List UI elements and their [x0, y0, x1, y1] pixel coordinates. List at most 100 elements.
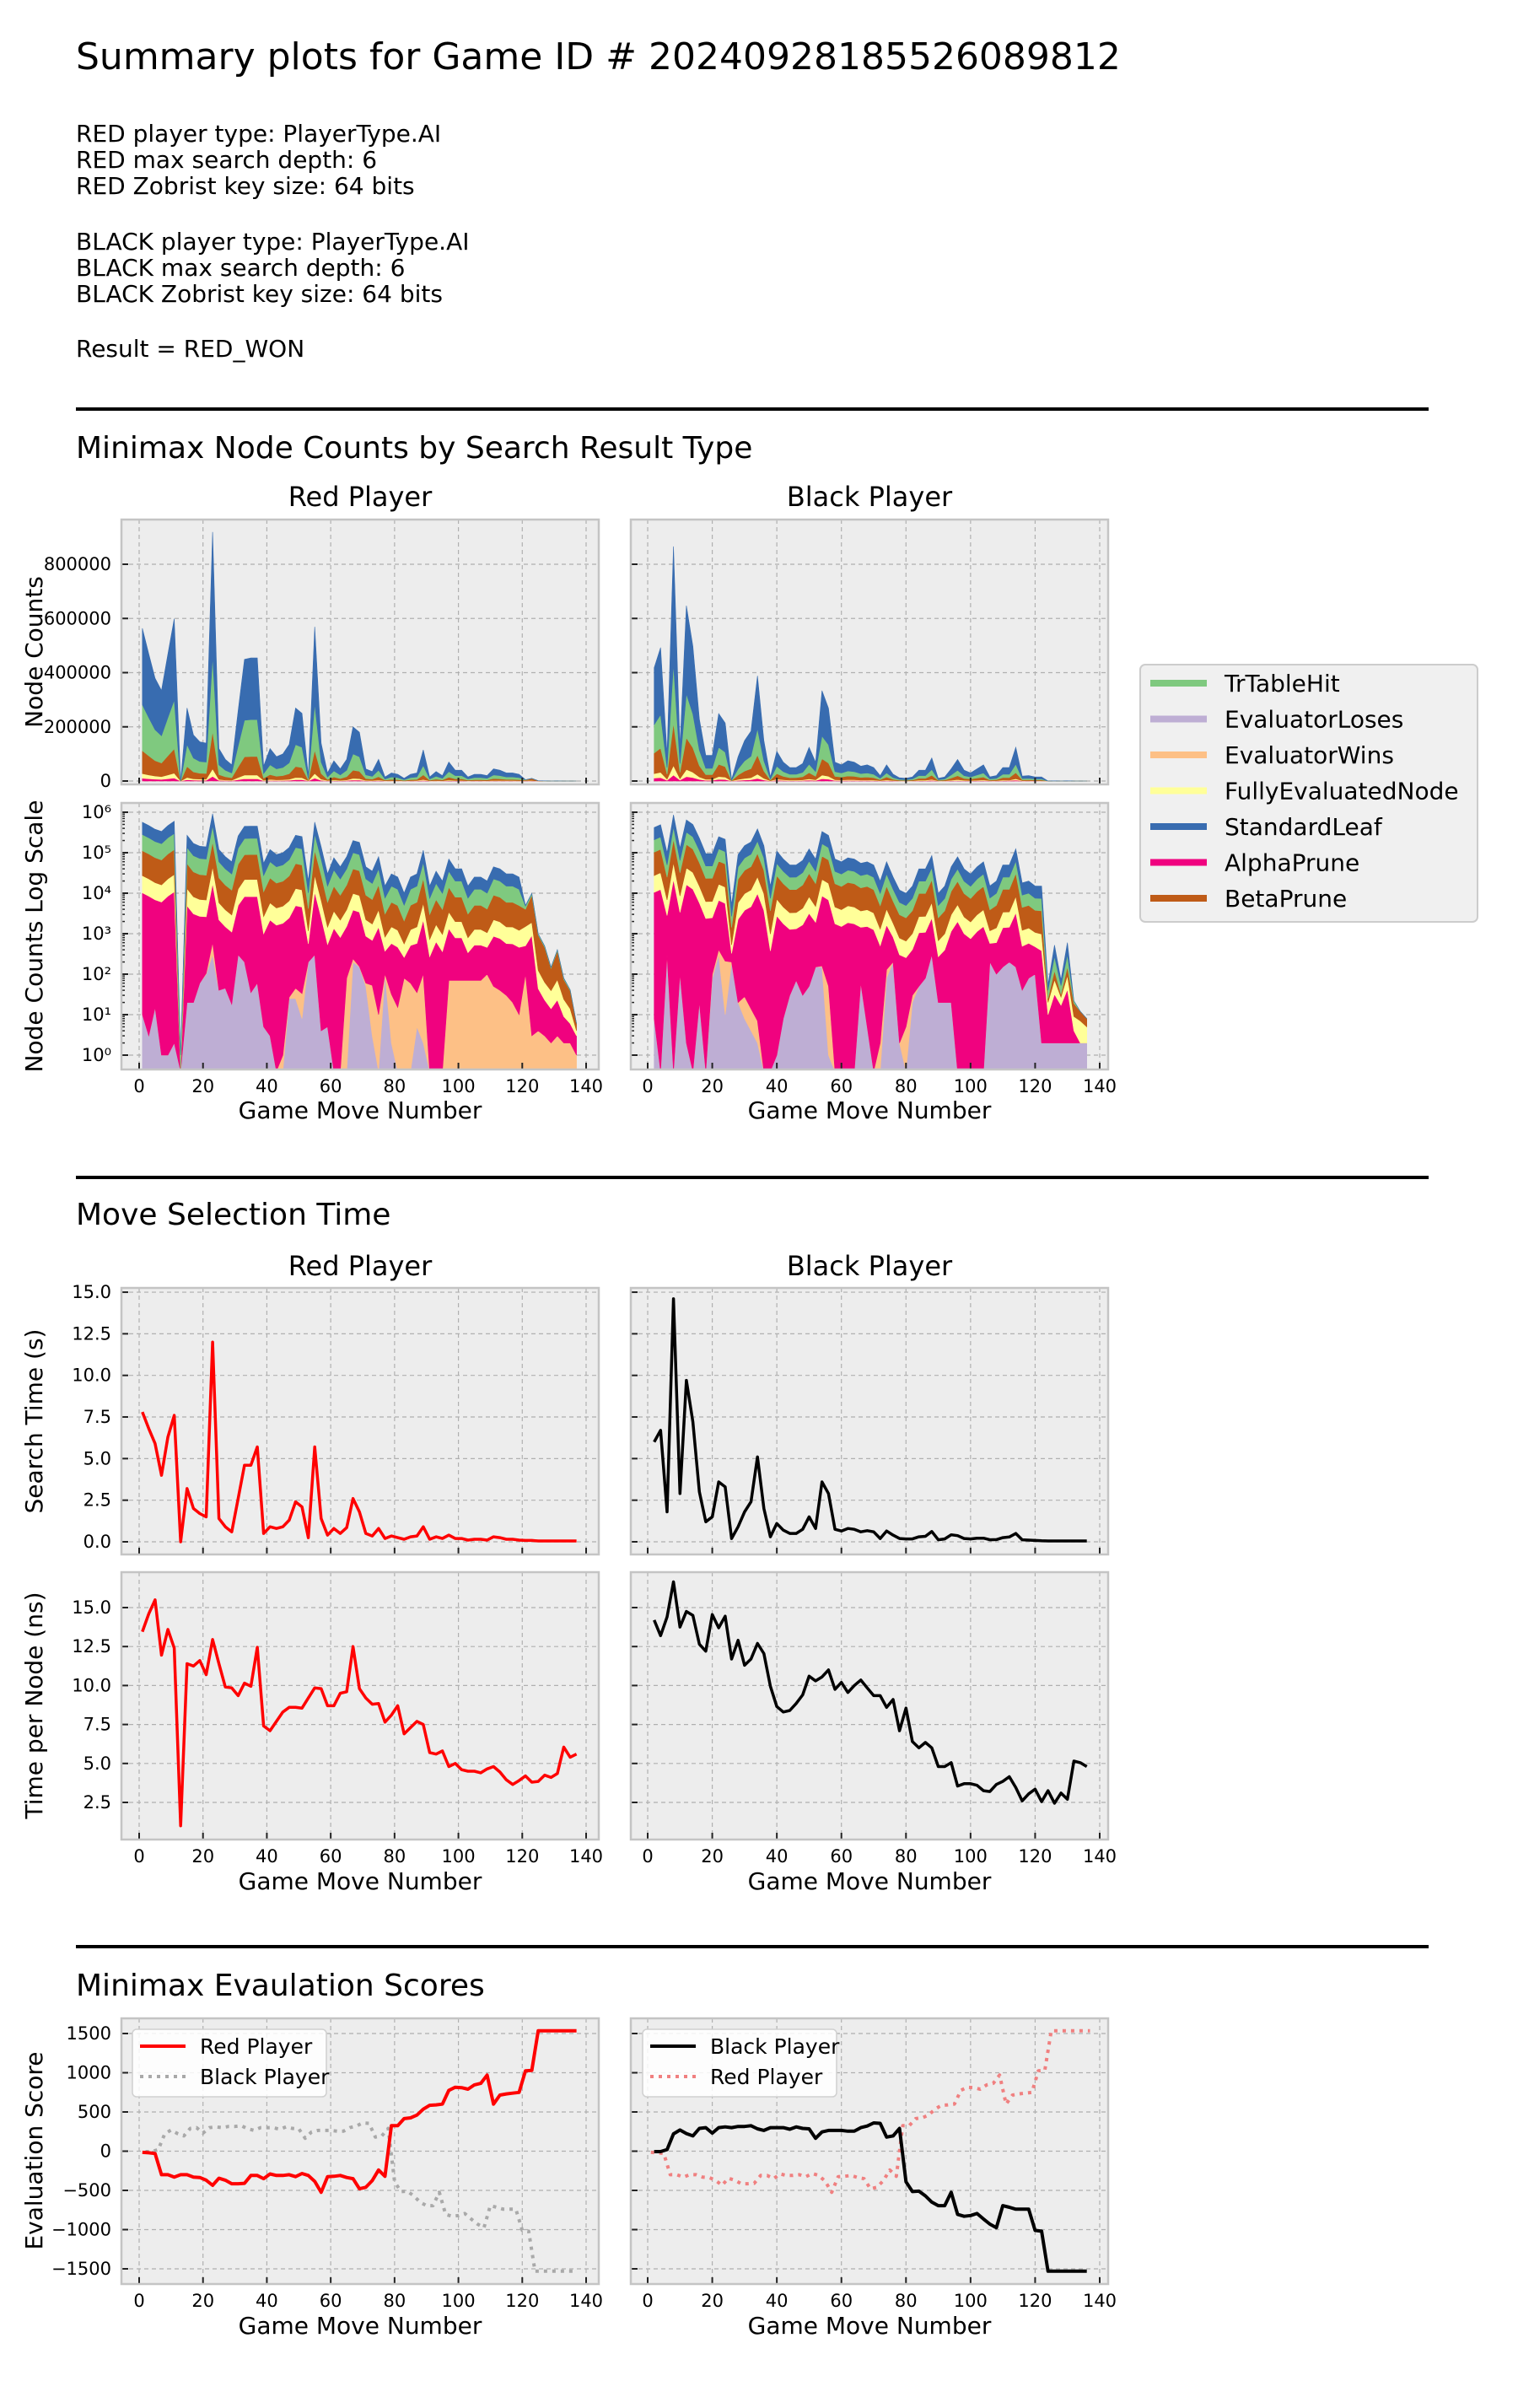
legend-label: AlphaPrune — [1225, 849, 1359, 877]
x-tick-label: 20 — [701, 1846, 724, 1867]
x-tick-label: 120 — [1018, 1076, 1052, 1096]
x-tick-label: 120 — [505, 1846, 539, 1867]
legend-label: Black Player — [710, 2034, 840, 2059]
search-time-black — [631, 1288, 1108, 1554]
eval-legend: Black Player Red Player — [643, 2029, 840, 2097]
x-tick-label: 20 — [701, 2291, 724, 2311]
y-tick-label: 10⁶ — [82, 802, 111, 822]
black-max-depth: BLACK max search depth: 6 — [76, 254, 405, 282]
x-tick-label: 0 — [642, 2291, 653, 2311]
y-tick-label: 15.0 — [72, 1597, 111, 1618]
section-title-eval: Minimax Evaulation Scores — [76, 1969, 485, 2003]
x-axis-label-red-nodes: Game Move Number — [239, 1096, 482, 1124]
y-tick-label: 1500 — [67, 2023, 111, 2044]
y-tick-label: 10² — [82, 964, 111, 984]
x-tick-label: 120 — [1018, 2291, 1052, 2311]
y-tick-label: 5.0 — [83, 1753, 111, 1774]
legend-label: Red Player — [710, 2065, 823, 2089]
x-tick-label: 40 — [766, 1076, 789, 1096]
section-divider — [76, 1945, 1429, 1948]
y-axis-label-node-counts-log: Node Counts Log Scale — [20, 800, 48, 1073]
x-tick-label: 140 — [1083, 2291, 1117, 2311]
y-tick-label: 7.5 — [83, 1715, 111, 1735]
x-tick-label: 80 — [895, 1076, 918, 1096]
y-tick-label: 2.5 — [83, 1792, 111, 1813]
y-tick-label: 5.0 — [83, 1448, 111, 1468]
x-tick-label: 0 — [133, 2291, 144, 2311]
y-axis-label-search-time: Search Time (s) — [20, 1329, 48, 1514]
y-tick-label: 12.5 — [72, 1636, 111, 1657]
x-tick-label: 140 — [569, 2291, 603, 2311]
red-max-depth: RED max search depth: 6 — [76, 146, 377, 174]
y-tick-label: 200000 — [44, 717, 111, 737]
plot-background — [631, 1288, 1108, 1554]
red-zobrist-size: RED Zobrist key size: 64 bits — [76, 172, 415, 200]
x-tick-label: 20 — [191, 2291, 214, 2311]
node-counts-black-linear — [631, 520, 1108, 784]
legend-label: FullyEvaluatedNode — [1225, 778, 1459, 805]
y-tick-label: 15.0 — [72, 1282, 111, 1302]
section-divider — [76, 1176, 1429, 1179]
node-type-legend: TrTableHitEvaluatorLosesEvaluatorWinsFul… — [1140, 665, 1478, 922]
x-tick-label: 80 — [383, 1846, 406, 1867]
y-tick-label: −500 — [62, 2180, 111, 2201]
section-title-move-time: Move Selection Time — [76, 1198, 390, 1232]
x-tick-label: 100 — [442, 2291, 476, 2311]
legend-label: EvaluatorLoses — [1225, 706, 1403, 734]
x-tick-label: 0 — [642, 1076, 653, 1096]
x-tick-label: 40 — [256, 1846, 278, 1867]
black-zobrist-size: BLACK Zobrist key size: 64 bits — [76, 280, 443, 308]
x-tick-label: 40 — [256, 2291, 278, 2311]
x-tick-label: 100 — [954, 2291, 988, 2311]
x-tick-label: 120 — [505, 2291, 539, 2311]
y-tick-label: 10⁵ — [82, 843, 111, 863]
y-tick-label: 10³ — [82, 924, 111, 944]
x-tick-label: 40 — [766, 2291, 789, 2311]
legend-label: BetaPrune — [1225, 885, 1347, 913]
y-tick-label: 10.0 — [72, 1366, 111, 1386]
y-tick-label: 600000 — [44, 608, 111, 628]
y-axis-label-eval: Evaluation Score — [20, 2051, 48, 2249]
x-tick-label: 20 — [701, 1076, 724, 1096]
y-tick-label: 2.5 — [83, 1490, 111, 1511]
y-tick-label: 12.5 — [72, 1323, 111, 1344]
red-player-type: RED player type: PlayerType.AI — [76, 120, 441, 148]
x-tick-label: 60 — [830, 1846, 853, 1867]
x-tick-label: 140 — [1083, 1076, 1117, 1096]
x-tick-label: 120 — [1018, 1846, 1052, 1867]
x-axis-label-black-time: Game Move Number — [748, 1867, 992, 1895]
x-tick-label: 20 — [191, 1846, 214, 1867]
x-tick-label: 80 — [895, 2291, 918, 2311]
x-axis-label-red-time: Game Move Number — [239, 1867, 482, 1895]
x-tick-label: 140 — [569, 1846, 603, 1867]
y-tick-label: 500 — [78, 2102, 111, 2122]
legend-label: Black Player — [200, 2065, 330, 2089]
y-tick-label: 10.0 — [72, 1675, 111, 1695]
panel-title-black: Black Player — [787, 1250, 953, 1282]
y-axis-label-node-counts: Node Counts — [20, 576, 48, 728]
x-tick-label: 100 — [954, 1076, 988, 1096]
x-axis-label-black-nodes: Game Move Number — [748, 1096, 992, 1124]
y-tick-label: 800000 — [44, 554, 111, 574]
x-tick-label: 40 — [766, 1846, 789, 1867]
y-axis-label-time-per-node: Time per Node (ns) — [20, 1592, 48, 1820]
legend-label: StandardLeaf — [1225, 813, 1383, 841]
x-tick-label: 100 — [442, 1846, 476, 1867]
section-divider — [76, 407, 1429, 411]
x-tick-label: 100 — [442, 1076, 476, 1096]
y-tick-label: 0 — [100, 771, 111, 791]
panel-title-red: Red Player — [288, 481, 433, 513]
page-title: Summary plots for Game ID # 202409281855… — [76, 35, 1121, 78]
game-result: Result = RED_WON — [76, 335, 304, 363]
black-player-type: BLACK player type: PlayerType.AI — [76, 228, 469, 256]
y-tick-label: 10⁴ — [82, 883, 111, 903]
x-tick-label: 100 — [954, 1846, 988, 1867]
panel-title-red: Red Player — [288, 1250, 433, 1282]
y-tick-label: 10⁰ — [82, 1045, 111, 1065]
plot-background — [631, 1572, 1108, 1840]
